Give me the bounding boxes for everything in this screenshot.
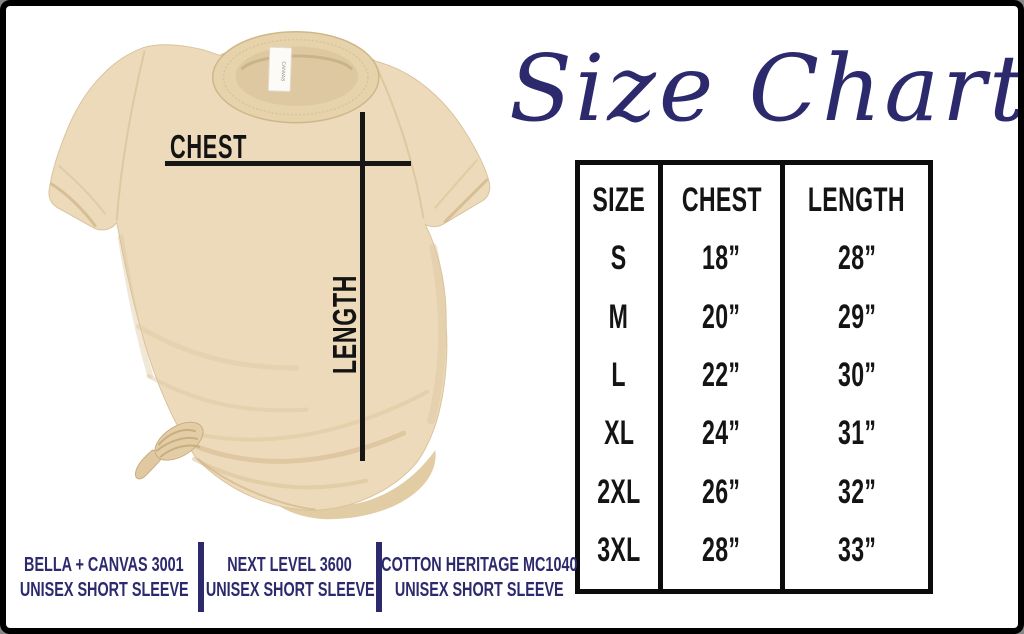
blurb-line: BELLA + CANVAS 3001: [24, 554, 184, 576]
table-row: 18”: [702, 239, 741, 278]
table-row: 3XL: [597, 530, 641, 569]
shirt-photo: CANVAS CHEST LENGTH: [6, 6, 546, 546]
table-row: 29”: [837, 297, 876, 336]
blurb-bella-canvas: BELLA + CANVAS 3001 UNISEX SHORT SLEEVE: [10, 536, 198, 620]
collar: [211, 30, 380, 124]
table-row: 24”: [702, 414, 741, 453]
column-header-chest: CHEST: [681, 181, 762, 220]
size-column: SIZE S M L XL 2XL 3XL: [580, 165, 658, 589]
shirt-body: [48, 43, 491, 511]
table-row: M: [608, 297, 629, 336]
length-measure-line: [360, 112, 365, 461]
table-row: 32”: [837, 472, 876, 511]
hem-knot: [135, 421, 204, 480]
table-row: L: [611, 355, 627, 394]
table-row: 33”: [837, 530, 876, 569]
blurb-line: UNISEX SHORT SLEEVE: [394, 579, 564, 601]
garment-styles-footer: BELLA + CANVAS 3001 UNISEX SHORT SLEEVE …: [10, 536, 578, 620]
tshirt-illustration: CANVAS: [48, 30, 491, 520]
chest-measure-line: [165, 161, 411, 166]
blurb-line: UNISEX SHORT SLEEVE: [19, 579, 189, 601]
blurb-next-level: NEXT LEVEL 3600 UNISEX SHORT SLEEVE: [204, 536, 376, 620]
brand-tag-text: CANVAS: [279, 61, 286, 82]
blurb-line: COTTON HERITAGE MC1040: [380, 554, 578, 576]
table-row: 22”: [702, 355, 741, 394]
table-row: 31”: [837, 414, 876, 453]
table-row: 2XL: [597, 472, 641, 511]
size-table: SIZE S M L XL 2XL 3XL CHEST 18” 20” 22” …: [575, 160, 933, 594]
table-row: 28”: [702, 530, 741, 569]
table-row: 26”: [702, 472, 741, 511]
brand-tag: CANVAS: [267, 46, 293, 92]
page-title: Size Chart: [508, 34, 1024, 142]
column-header-size: SIZE: [592, 181, 646, 220]
blurb-cotton-heritage: COTTON HERITAGE MC1040 UNISEX SHORT SLEE…: [380, 536, 578, 620]
blurb-line: UNISEX SHORT SLEEVE: [205, 579, 375, 601]
table-row: XL: [603, 414, 634, 453]
blurb-line: NEXT LEVEL 3600: [227, 554, 353, 576]
table-row: S: [610, 239, 627, 278]
length-label: LENGTH: [326, 274, 363, 374]
footer-divider: [198, 542, 204, 612]
column-header-length: LENGTH: [808, 181, 906, 220]
table-row: 28”: [837, 239, 876, 278]
chest-label: CHEST: [170, 128, 248, 165]
length-column: LENGTH 28” 29” 30” 31” 32” 33”: [780, 165, 928, 589]
footer-divider: [376, 542, 382, 612]
table-row: 30”: [837, 355, 876, 394]
table-row: 20”: [702, 297, 741, 336]
fabric-folds: [50, 50, 489, 511]
chest-column: CHEST 18” 20” 22” 24” 26” 28”: [657, 165, 781, 589]
